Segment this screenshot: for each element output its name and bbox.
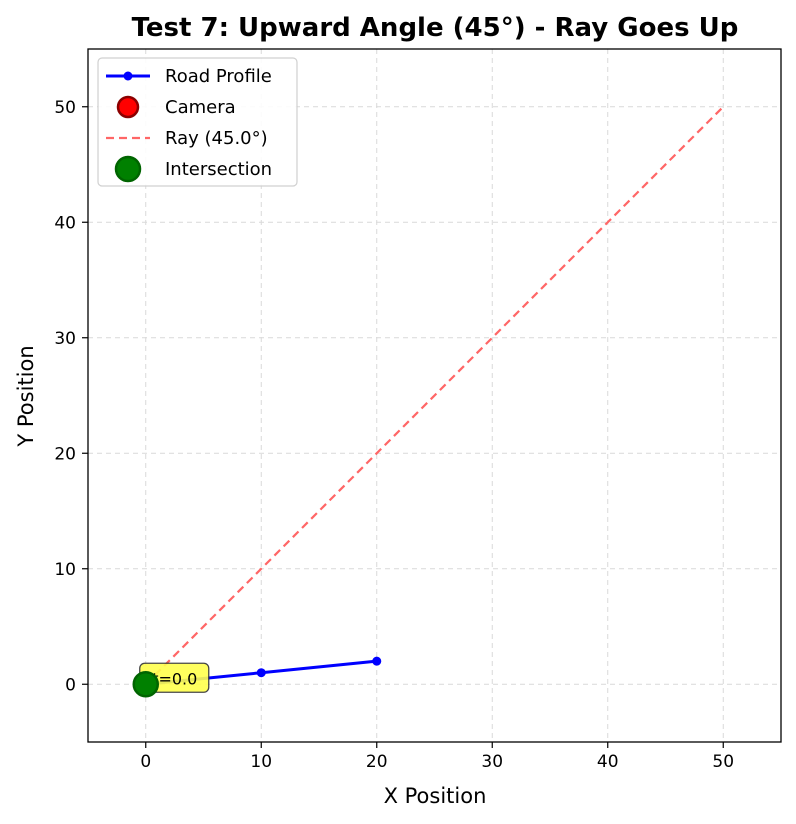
y-tick-label: 40 xyxy=(54,213,76,233)
plot-series: t=0.0 xyxy=(132,105,725,698)
x-tick-label: 30 xyxy=(481,752,503,772)
road-profile-point xyxy=(372,656,382,666)
ray-line xyxy=(144,105,725,686)
y-tick-label: 0 xyxy=(65,675,76,695)
legend-label: Intersection xyxy=(165,159,272,180)
legend-camera-marker xyxy=(116,95,140,119)
legend-road-profile-marker xyxy=(123,71,133,81)
x-tick-label: 50 xyxy=(712,752,734,772)
axis-ticks: 0 10 20 30 40 50 0 10 20 30 40 50 xyxy=(54,98,734,772)
legend: Road Profile Camera Ray (45.0°) Intersectio… xyxy=(97,57,298,187)
x-tick-label: 40 xyxy=(597,752,619,772)
y-tick-label: 50 xyxy=(54,98,76,118)
x-tick-label: 10 xyxy=(250,752,272,772)
x-axis-label: X Position xyxy=(384,784,487,808)
road-profile-point xyxy=(256,668,266,678)
legend-label: Ray (45.0°) xyxy=(165,128,268,149)
y-tick-label: 20 xyxy=(54,444,76,464)
legend-intersection-marker xyxy=(114,155,142,183)
legend-label: Camera xyxy=(165,97,236,118)
intersection-marker xyxy=(132,671,159,698)
grid xyxy=(88,49,781,742)
annotation-text: t=0.0 xyxy=(152,669,197,688)
y-tick-label: 10 xyxy=(54,560,76,580)
y-axis-label: Y Position xyxy=(14,345,38,447)
legend-label: Road Profile xyxy=(165,66,272,87)
y-tick-label: 30 xyxy=(54,329,76,349)
x-tick-label: 20 xyxy=(366,752,388,772)
x-tick-label: 0 xyxy=(140,752,151,772)
chart-title: Test 7: Upward Angle (45°) - Ray Goes Up xyxy=(132,13,739,43)
legend-box xyxy=(97,57,298,187)
plot-frame xyxy=(87,48,782,743)
